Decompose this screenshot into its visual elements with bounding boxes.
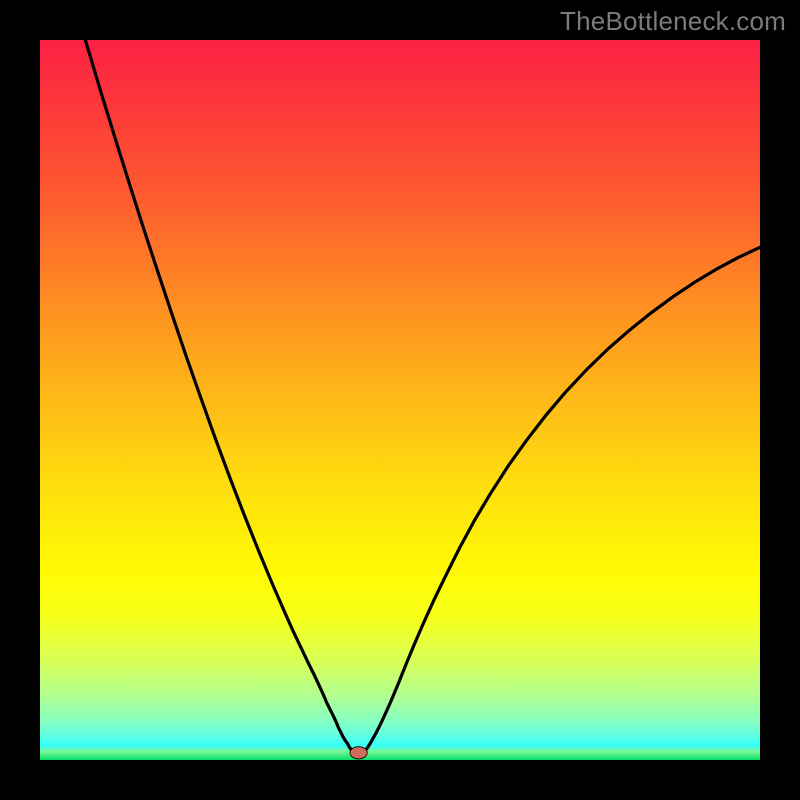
chart-frame: TheBottleneck.com (0, 0, 800, 800)
watermark-text: TheBottleneck.com (560, 6, 786, 37)
bottleneck-chart (0, 0, 800, 800)
